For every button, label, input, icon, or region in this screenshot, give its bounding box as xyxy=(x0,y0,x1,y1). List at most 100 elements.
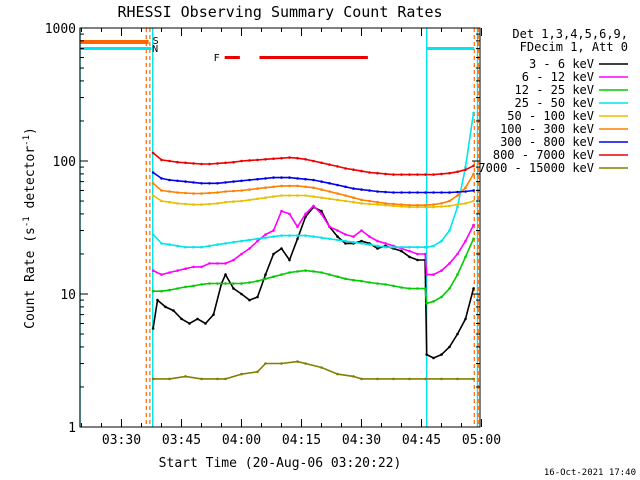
data-point xyxy=(352,240,355,244)
data-point xyxy=(320,236,323,239)
data-point xyxy=(336,198,339,202)
data-point xyxy=(408,249,411,253)
data-point xyxy=(352,200,355,204)
data-point xyxy=(328,182,331,185)
data-point xyxy=(456,194,459,197)
series-800-7000-keV-kev xyxy=(151,151,475,176)
data-point xyxy=(360,169,363,173)
data-point xyxy=(296,184,299,188)
data-point xyxy=(320,188,323,191)
data-point xyxy=(296,156,299,160)
data-point xyxy=(272,176,275,179)
data-point xyxy=(168,377,171,381)
data-point xyxy=(392,173,395,176)
data-point xyxy=(264,177,267,180)
data-point xyxy=(448,199,451,203)
data-point xyxy=(464,186,467,189)
data-point xyxy=(392,191,395,194)
data-point xyxy=(336,238,339,242)
data-point xyxy=(151,151,155,155)
data-point xyxy=(151,171,155,174)
data-point xyxy=(400,205,403,208)
data-point xyxy=(360,198,363,202)
data-point xyxy=(368,281,371,284)
data-point xyxy=(208,282,211,285)
data-point xyxy=(256,237,259,241)
y-axis-label-superscript: -1 xyxy=(22,135,32,146)
data-point xyxy=(264,277,267,281)
data-point xyxy=(224,190,227,193)
data-point xyxy=(192,265,195,269)
data-point xyxy=(392,202,395,206)
x-tick-label: 05:00 xyxy=(462,433,501,448)
data-point xyxy=(384,172,387,176)
data-point xyxy=(336,165,339,168)
legend-label: 6 - 12 keV xyxy=(522,70,594,84)
data-point xyxy=(448,229,451,232)
data-point xyxy=(440,239,443,243)
data-point xyxy=(248,178,251,182)
data-point xyxy=(344,185,347,189)
flare-flag-bar xyxy=(259,56,368,59)
y-axis-label: Count Rate (s-1 detector-1) xyxy=(22,127,38,329)
saa-flag-label: S xyxy=(153,36,159,47)
data-point xyxy=(416,173,419,176)
series-line xyxy=(152,204,475,276)
data-point xyxy=(184,285,187,289)
data-point xyxy=(360,202,363,205)
data-point xyxy=(168,243,171,246)
data-point xyxy=(456,203,459,206)
data-point xyxy=(464,168,467,171)
data-point xyxy=(360,377,363,381)
series-25-50-keV-kev xyxy=(151,111,475,249)
data-point xyxy=(288,194,291,197)
series-line xyxy=(153,238,475,305)
data-point xyxy=(160,199,163,203)
data-point xyxy=(456,377,459,381)
x-tick-label: 03:45 xyxy=(162,433,201,448)
data-point xyxy=(304,177,307,181)
data-point xyxy=(224,200,227,204)
data-point xyxy=(400,173,403,176)
data-point xyxy=(472,199,475,203)
data-point xyxy=(456,252,459,256)
data-point xyxy=(168,271,171,274)
data-point xyxy=(296,177,299,180)
data-point xyxy=(352,168,355,171)
data-point xyxy=(184,202,187,206)
data-point xyxy=(336,275,339,279)
data-point xyxy=(168,200,171,204)
data-point xyxy=(280,176,283,179)
data-point xyxy=(280,156,283,160)
data-point xyxy=(416,205,419,209)
legend-label: 100 - 300 keV xyxy=(500,122,594,136)
data-point xyxy=(272,229,275,232)
series-6-12-keV-kev xyxy=(151,204,475,276)
data-point xyxy=(224,273,227,276)
data-point xyxy=(240,239,243,243)
data-point xyxy=(328,190,331,193)
data-point xyxy=(248,198,251,202)
data-point xyxy=(336,372,339,376)
data-point xyxy=(240,189,243,192)
data-point xyxy=(425,353,429,356)
data-point xyxy=(256,279,259,283)
y-tick-label: 1 xyxy=(68,421,76,436)
data-point xyxy=(180,317,183,321)
data-point xyxy=(172,309,175,312)
data-point xyxy=(368,171,371,174)
data-point xyxy=(456,332,459,336)
data-point xyxy=(168,190,171,193)
data-point xyxy=(456,273,459,276)
data-point xyxy=(216,377,219,381)
series-layer xyxy=(151,111,475,381)
data-point xyxy=(424,205,427,209)
legend-label: 25 - 50 keV xyxy=(515,96,594,110)
data-point xyxy=(376,203,379,206)
data-point xyxy=(400,286,403,289)
data-point xyxy=(352,196,355,199)
data-point xyxy=(264,362,267,365)
data-point xyxy=(312,186,315,189)
data-point xyxy=(272,235,275,238)
data-point xyxy=(200,162,203,166)
